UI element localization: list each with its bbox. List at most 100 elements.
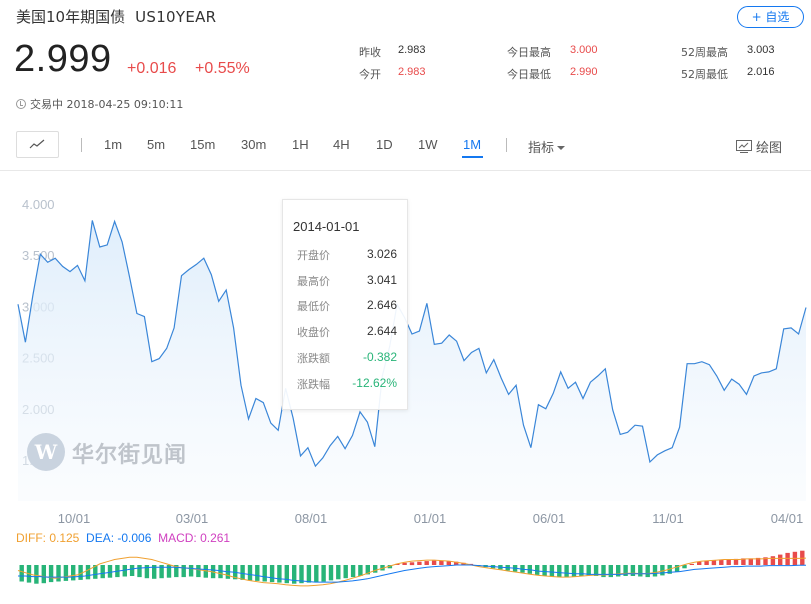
macd-histogram-bar <box>166 565 172 578</box>
tooltip-value: -0.382 <box>362 350 397 364</box>
macd-histogram-bar <box>93 565 98 579</box>
macd-histogram-bar <box>56 565 61 582</box>
period-1h-button[interactable]: 1H <box>292 137 309 152</box>
tooltip-row-change-pct: 涨跌幅 -12.62% <box>297 376 397 392</box>
active-period-underline <box>462 156 483 158</box>
macd-histogram-bar <box>292 565 297 584</box>
macd-histogram-bar <box>85 565 91 580</box>
open-label: 今开 <box>359 68 381 81</box>
macd-histogram-bar <box>748 558 753 565</box>
tooltip-row-low: 最低价 2.646 <box>297 298 397 314</box>
wk52-low-value: 2.016 <box>747 66 775 78</box>
x-tick-label: 08/01 <box>295 511 328 526</box>
period-1w-button[interactable]: 1W <box>418 137 438 152</box>
period-4h-button[interactable]: 4H <box>333 137 350 152</box>
instrument-title: 美国10年期国债 US10YEAR <box>16 6 216 27</box>
macd-histogram-bar <box>129 565 135 576</box>
macd-histogram-bar <box>623 565 628 576</box>
macd-histogram-bar <box>336 565 341 580</box>
prev-close-value: 2.983 <box>398 44 426 56</box>
macd-histogram-bar <box>461 562 466 565</box>
macd-histogram-bar <box>454 561 459 565</box>
macd-histogram-bar <box>373 565 378 573</box>
price-change-pct: +0.55% <box>195 60 250 77</box>
macd-histogram-bar <box>601 565 606 578</box>
tooltip-label: 最高价 <box>297 275 330 288</box>
tooltip-date: 2014-01-01 <box>293 219 360 234</box>
macd-histogram-bar <box>277 565 282 583</box>
instrument-name: 美国10年期国债 <box>16 8 126 26</box>
macd-histogram-bar <box>306 565 312 583</box>
macd-histogram-bar <box>593 565 599 576</box>
macd-histogram-bar <box>19 565 24 582</box>
clock-icon <box>16 99 26 109</box>
tooltip-label: 涨跌额 <box>297 352 330 365</box>
macd-histogram-bar <box>616 565 621 577</box>
macd-histogram-bar <box>571 565 577 577</box>
line-chart-toggle-button[interactable] <box>16 131 59 158</box>
period-1d-button[interactable]: 1D <box>376 137 393 152</box>
macd-histogram-bar <box>240 565 245 580</box>
tooltip-label: 最低价 <box>297 300 330 313</box>
y-tick-label: 4.000 <box>22 197 55 212</box>
macd-histogram-bar <box>365 565 370 575</box>
period-1mo-button[interactable]: 1M <box>463 137 482 152</box>
line-chart-icon <box>29 139 45 149</box>
trade-status-text: 交易中 2018-04-25 09:10:11 <box>30 98 184 111</box>
price-change: +0.016 <box>127 60 177 77</box>
macd-histogram-bar <box>107 565 113 578</box>
macd-histogram-bar <box>424 561 429 565</box>
macd-histogram-bar <box>660 565 665 576</box>
open-value: 2.983 <box>398 66 426 78</box>
macd-histogram-bar <box>78 565 83 580</box>
macd-histogram-bar <box>711 560 717 566</box>
macd-histogram-bar <box>269 565 275 583</box>
wallstreetcn-logo: W <box>27 433 65 471</box>
macd-histogram-bar <box>638 565 643 577</box>
macd-histogram-bar <box>152 565 157 579</box>
x-tick-label: 03/01 <box>176 511 209 526</box>
tooltip-label: 开盘价 <box>297 249 330 262</box>
macd-histogram-bar <box>284 565 289 584</box>
macd-histogram-bar <box>439 560 444 565</box>
macd-histogram-bar <box>579 565 584 576</box>
macd-histogram-bar <box>409 562 415 566</box>
instrument-code: US10YEAR <box>135 8 217 26</box>
macd-histogram-bar <box>159 565 164 579</box>
macd-histogram-bar <box>542 565 547 576</box>
toolbar-divider <box>506 138 507 152</box>
add-watchlist-button[interactable]: + 自选 <box>737 6 804 28</box>
x-tick-label: 04/01 <box>771 511 804 526</box>
tooltip-row-high: 最高价 3.041 <box>297 273 397 289</box>
macd-histogram-bar <box>321 565 326 582</box>
draw-label: 绘图 <box>756 141 783 156</box>
period-30m-button[interactable]: 30m <box>241 137 267 152</box>
period-1m-button[interactable]: 1m <box>104 137 123 152</box>
macd-histogram-bar <box>704 560 709 565</box>
macd-histogram-bar <box>218 565 223 579</box>
price-area <box>18 220 806 501</box>
macd-histogram-bar <box>785 552 790 565</box>
macd-histogram-bar <box>137 565 142 578</box>
day-low-label: 今日最低 <box>507 68 551 81</box>
tooltip-label: 收盘价 <box>297 326 330 339</box>
macd-histogram-bar <box>387 565 393 569</box>
indicator-dropdown[interactable]: 指标 <box>528 137 566 156</box>
macd-histogram-bar <box>557 565 562 578</box>
wk52-low-label: 52周最低 <box>681 68 728 81</box>
macd-histogram-bar <box>682 565 687 569</box>
tooltip-value: -12.62% <box>352 376 397 390</box>
indicator-label: 指标 <box>528 141 555 156</box>
tooltip-value: 3.026 <box>366 247 397 261</box>
macd-histogram-bar <box>719 559 724 565</box>
period-5m-button[interactable]: 5m <box>147 137 166 152</box>
macd-histogram-bar <box>608 565 613 578</box>
macd-legend: DIFF: 0.125 DEA: -0.006 MACD: 0.261 <box>16 531 230 545</box>
macd-histogram-bar <box>755 557 761 566</box>
macd-histogram-bar <box>395 563 400 565</box>
x-tick-label: 10/01 <box>58 511 91 526</box>
period-15m-button[interactable]: 15m <box>190 137 216 152</box>
prev-close-label: 昨收 <box>359 46 381 59</box>
draw-tools-button[interactable]: 绘图 <box>736 137 782 156</box>
macd-histogram-bar <box>314 565 319 583</box>
